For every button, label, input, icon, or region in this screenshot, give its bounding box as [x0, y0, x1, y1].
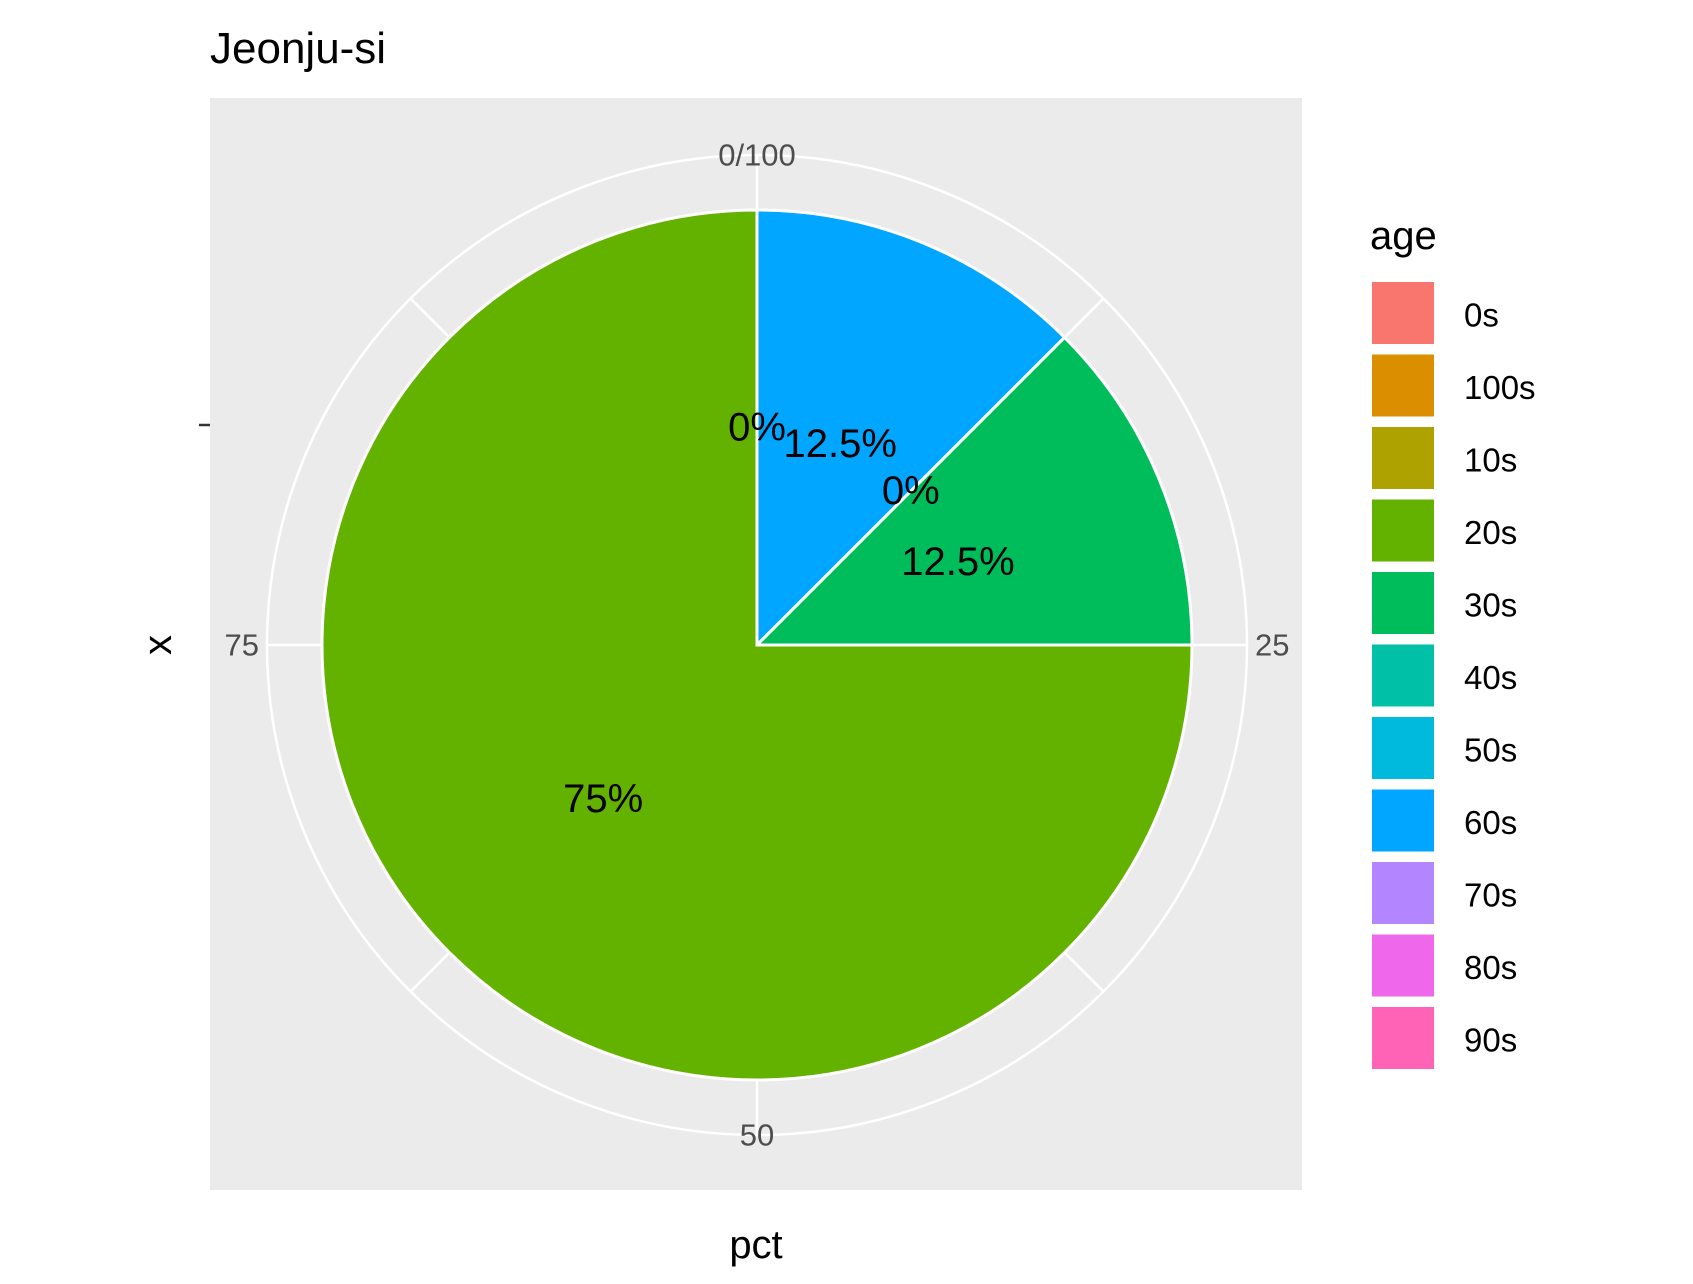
legend-key-60s: [1370, 787, 1436, 854]
pie-slice-20s: [320, 208, 1194, 1082]
legend-key-10s: [1370, 425, 1436, 491]
y-axis-title: x: [136, 635, 180, 655]
legend-label: 50s: [1464, 732, 1517, 769]
legend-label: 20s: [1464, 514, 1517, 551]
pie-slice-30s: [753, 335, 1194, 647]
legend-key-30s: [1370, 570, 1436, 636]
slice-label-20s: 75%: [563, 777, 643, 821]
theta-ticks: 0/100 25 50 75: [225, 138, 1290, 1153]
legend-key-80s: [1370, 932, 1436, 999]
chart-title: Jeonju-si: [210, 24, 386, 73]
legend-key-20s: [1370, 497, 1436, 564]
legend-label: 60s: [1464, 804, 1517, 841]
legend-key-40s: [1370, 642, 1436, 709]
zero-label: 0%: [882, 469, 940, 513]
legend-label: 40s: [1464, 659, 1517, 696]
x-axis-title: pct: [729, 1223, 782, 1267]
legend: age 0s 100s 10s 20s 30s 40s 50s 60s 70s 80s 90s: [1370, 214, 1536, 1071]
theta-tick-label: 50: [740, 1118, 774, 1153]
legend-key-0s: [1370, 280, 1436, 346]
legend-label: 90s: [1464, 1022, 1517, 1059]
legend-key-70s: [1370, 860, 1436, 926]
slice-label-30s: 12.5%: [901, 540, 1014, 584]
legend-label: 30s: [1464, 587, 1517, 624]
legend-label: 80s: [1464, 949, 1517, 986]
pie-slices: [320, 208, 1194, 1082]
theta-tick-label: 0/100: [718, 138, 796, 173]
legend-title: age: [1370, 214, 1437, 258]
pie-slice-60s: [755, 208, 1067, 649]
slice-label-60s: 12.5%: [784, 422, 897, 466]
theta-tick-label: 25: [1255, 628, 1289, 663]
slice-labels: 12.5% 12.5% 75% 0% 0%: [563, 406, 1014, 821]
legend-label: 70s: [1464, 877, 1517, 914]
legend-label: 0s: [1464, 297, 1499, 334]
theta-tick-label: 75: [225, 628, 259, 663]
legend-label: 100s: [1464, 369, 1536, 406]
zero-label: 0%: [728, 406, 786, 450]
legend-key-90s: [1370, 1005, 1436, 1071]
legend-key-50s: [1370, 715, 1436, 781]
legend-key-100s: [1370, 352, 1436, 419]
legend-label: 10s: [1464, 442, 1517, 479]
